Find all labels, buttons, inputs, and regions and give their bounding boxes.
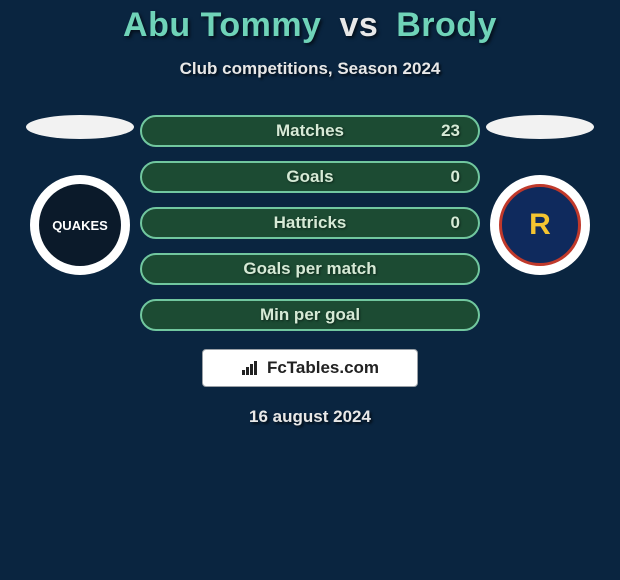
title-player1: Abu Tommy bbox=[123, 6, 321, 44]
stat-hattricks: Hattricks 0 bbox=[140, 207, 480, 239]
stat-label: Goals bbox=[286, 167, 333, 187]
right-column: R bbox=[480, 115, 600, 275]
stat-label: Hattricks bbox=[274, 213, 347, 233]
middle-row: QUAKES Matches 23 Goals 0 Hattricks 0 Go… bbox=[0, 115, 620, 331]
stat-value: 0 bbox=[451, 213, 460, 233]
stats-column: Matches 23 Goals 0 Hattricks 0 Goals per… bbox=[140, 115, 480, 331]
player2-ellipse bbox=[486, 115, 594, 139]
left-column: QUAKES bbox=[20, 115, 140, 275]
player1-ellipse bbox=[26, 115, 134, 139]
stat-value: 0 bbox=[451, 167, 460, 187]
stat-goals: Goals 0 bbox=[140, 161, 480, 193]
title-player2: Brody bbox=[396, 6, 497, 44]
stat-label: Goals per match bbox=[243, 259, 376, 279]
stat-matches: Matches 23 bbox=[140, 115, 480, 147]
subtitle: Club competitions, Season 2024 bbox=[180, 59, 441, 79]
bar-chart-icon bbox=[241, 360, 261, 376]
stat-label: Min per goal bbox=[260, 305, 360, 325]
title-vs: vs bbox=[339, 6, 378, 44]
stat-value: 23 bbox=[441, 121, 460, 141]
stat-min-per-goal: Min per goal bbox=[140, 299, 480, 331]
page-title: Abu Tommy vs Brody bbox=[123, 6, 497, 45]
brand-text: FcTables.com bbox=[267, 358, 379, 378]
date-text: 16 august 2024 bbox=[249, 407, 371, 427]
stat-goals-per-match: Goals per match bbox=[140, 253, 480, 285]
team2-crest: R bbox=[490, 175, 590, 275]
brand-box: FcTables.com bbox=[202, 349, 418, 387]
team1-crest-label: QUAKES bbox=[39, 184, 121, 266]
team2-crest-label: R bbox=[499, 184, 581, 266]
content-root: Abu Tommy vs Brody Club competitions, Se… bbox=[0, 0, 620, 580]
team1-crest: QUAKES bbox=[30, 175, 130, 275]
stat-label: Matches bbox=[276, 121, 344, 141]
